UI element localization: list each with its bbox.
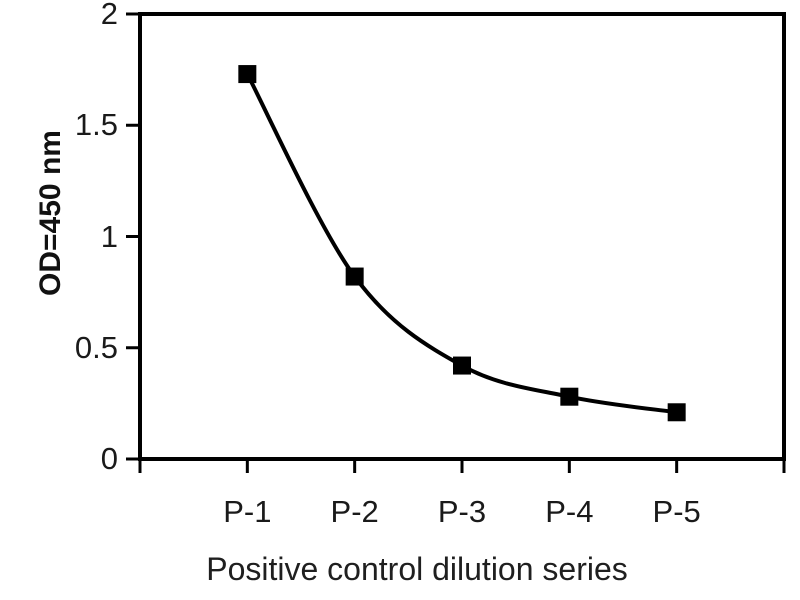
x-tick-label: P-1 [223,494,272,529]
data-point-marker [345,267,364,286]
data-point-marker [560,387,579,406]
y-tick-label: 2 [100,0,118,31]
y-tick-label: 1.5 [74,107,118,143]
y-tick-label: 0.5 [74,329,118,365]
data-point-marker [238,65,257,84]
x-tick-label: P-4 [545,494,594,529]
data-point-marker [453,356,471,375]
series-markers [238,65,686,422]
x-tick-label: P-5 [652,494,701,529]
series-line [245,73,677,415]
y-axis-title: OD=450 nm [34,130,67,296]
plot-frame [138,12,786,461]
data-point-marker [667,403,686,422]
x-tick-label: P-2 [330,494,379,529]
y-axis-ticks [126,12,140,461]
x-axis-ticks [138,459,786,473]
x-tick-label: P-3 [437,494,487,529]
y-tick-label: 1 [100,218,118,254]
y-tick-label: 0 [100,441,118,476]
x-axis-title: Positive control dilution series [206,551,628,587]
